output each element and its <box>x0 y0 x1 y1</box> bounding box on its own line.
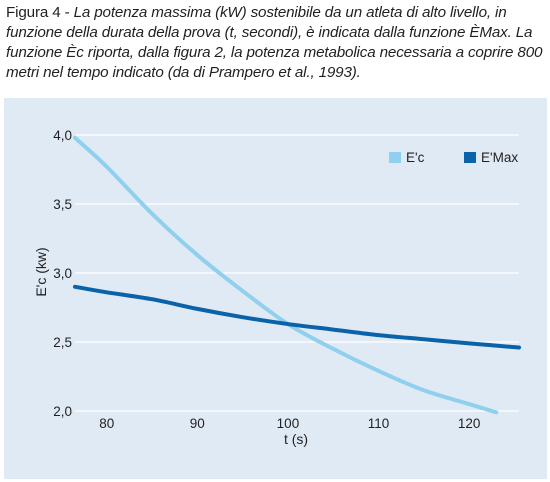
y-tick-label: 2,0 <box>53 404 72 419</box>
x-axis-title: t (s) <box>284 431 308 447</box>
y-tick-label: 4,0 <box>53 128 72 143</box>
legend-swatch <box>464 152 476 163</box>
legend-swatch <box>389 152 401 163</box>
x-tick-label: 100 <box>277 416 300 431</box>
x-tick-label: 120 <box>458 416 481 431</box>
y-tick-label: 3,0 <box>53 266 72 281</box>
grid-lines <box>75 134 519 412</box>
x-tick-labels: 80 90 100 110 120 <box>99 416 480 431</box>
y-tick-label: 3,5 <box>53 197 72 212</box>
y-tick-labels: 2,0 2,5 3,0 3,5 4,0 <box>53 128 72 419</box>
series-line-emax <box>73 284 521 350</box>
caption-body: La potenza massima (kW) sostenibile da u… <box>6 4 543 81</box>
figure-caption: Figura 4 - La potenza massima (kW) soste… <box>6 3 546 83</box>
y-axis-title: E'c (kw) <box>33 247 49 296</box>
series-lines <box>73 135 521 415</box>
x-tick-label: 110 <box>368 416 390 431</box>
x-tick-label: 90 <box>190 416 205 431</box>
caption-label: Figura 4 - <box>6 4 74 21</box>
legend-label: E'c <box>406 150 425 165</box>
legend-label: E'Max <box>481 150 518 165</box>
x-tick-label: 80 <box>99 416 114 431</box>
series-line-ec <box>73 135 499 415</box>
legend: E'c E'Max <box>389 150 518 165</box>
y-tick-label: 2,5 <box>53 335 72 350</box>
